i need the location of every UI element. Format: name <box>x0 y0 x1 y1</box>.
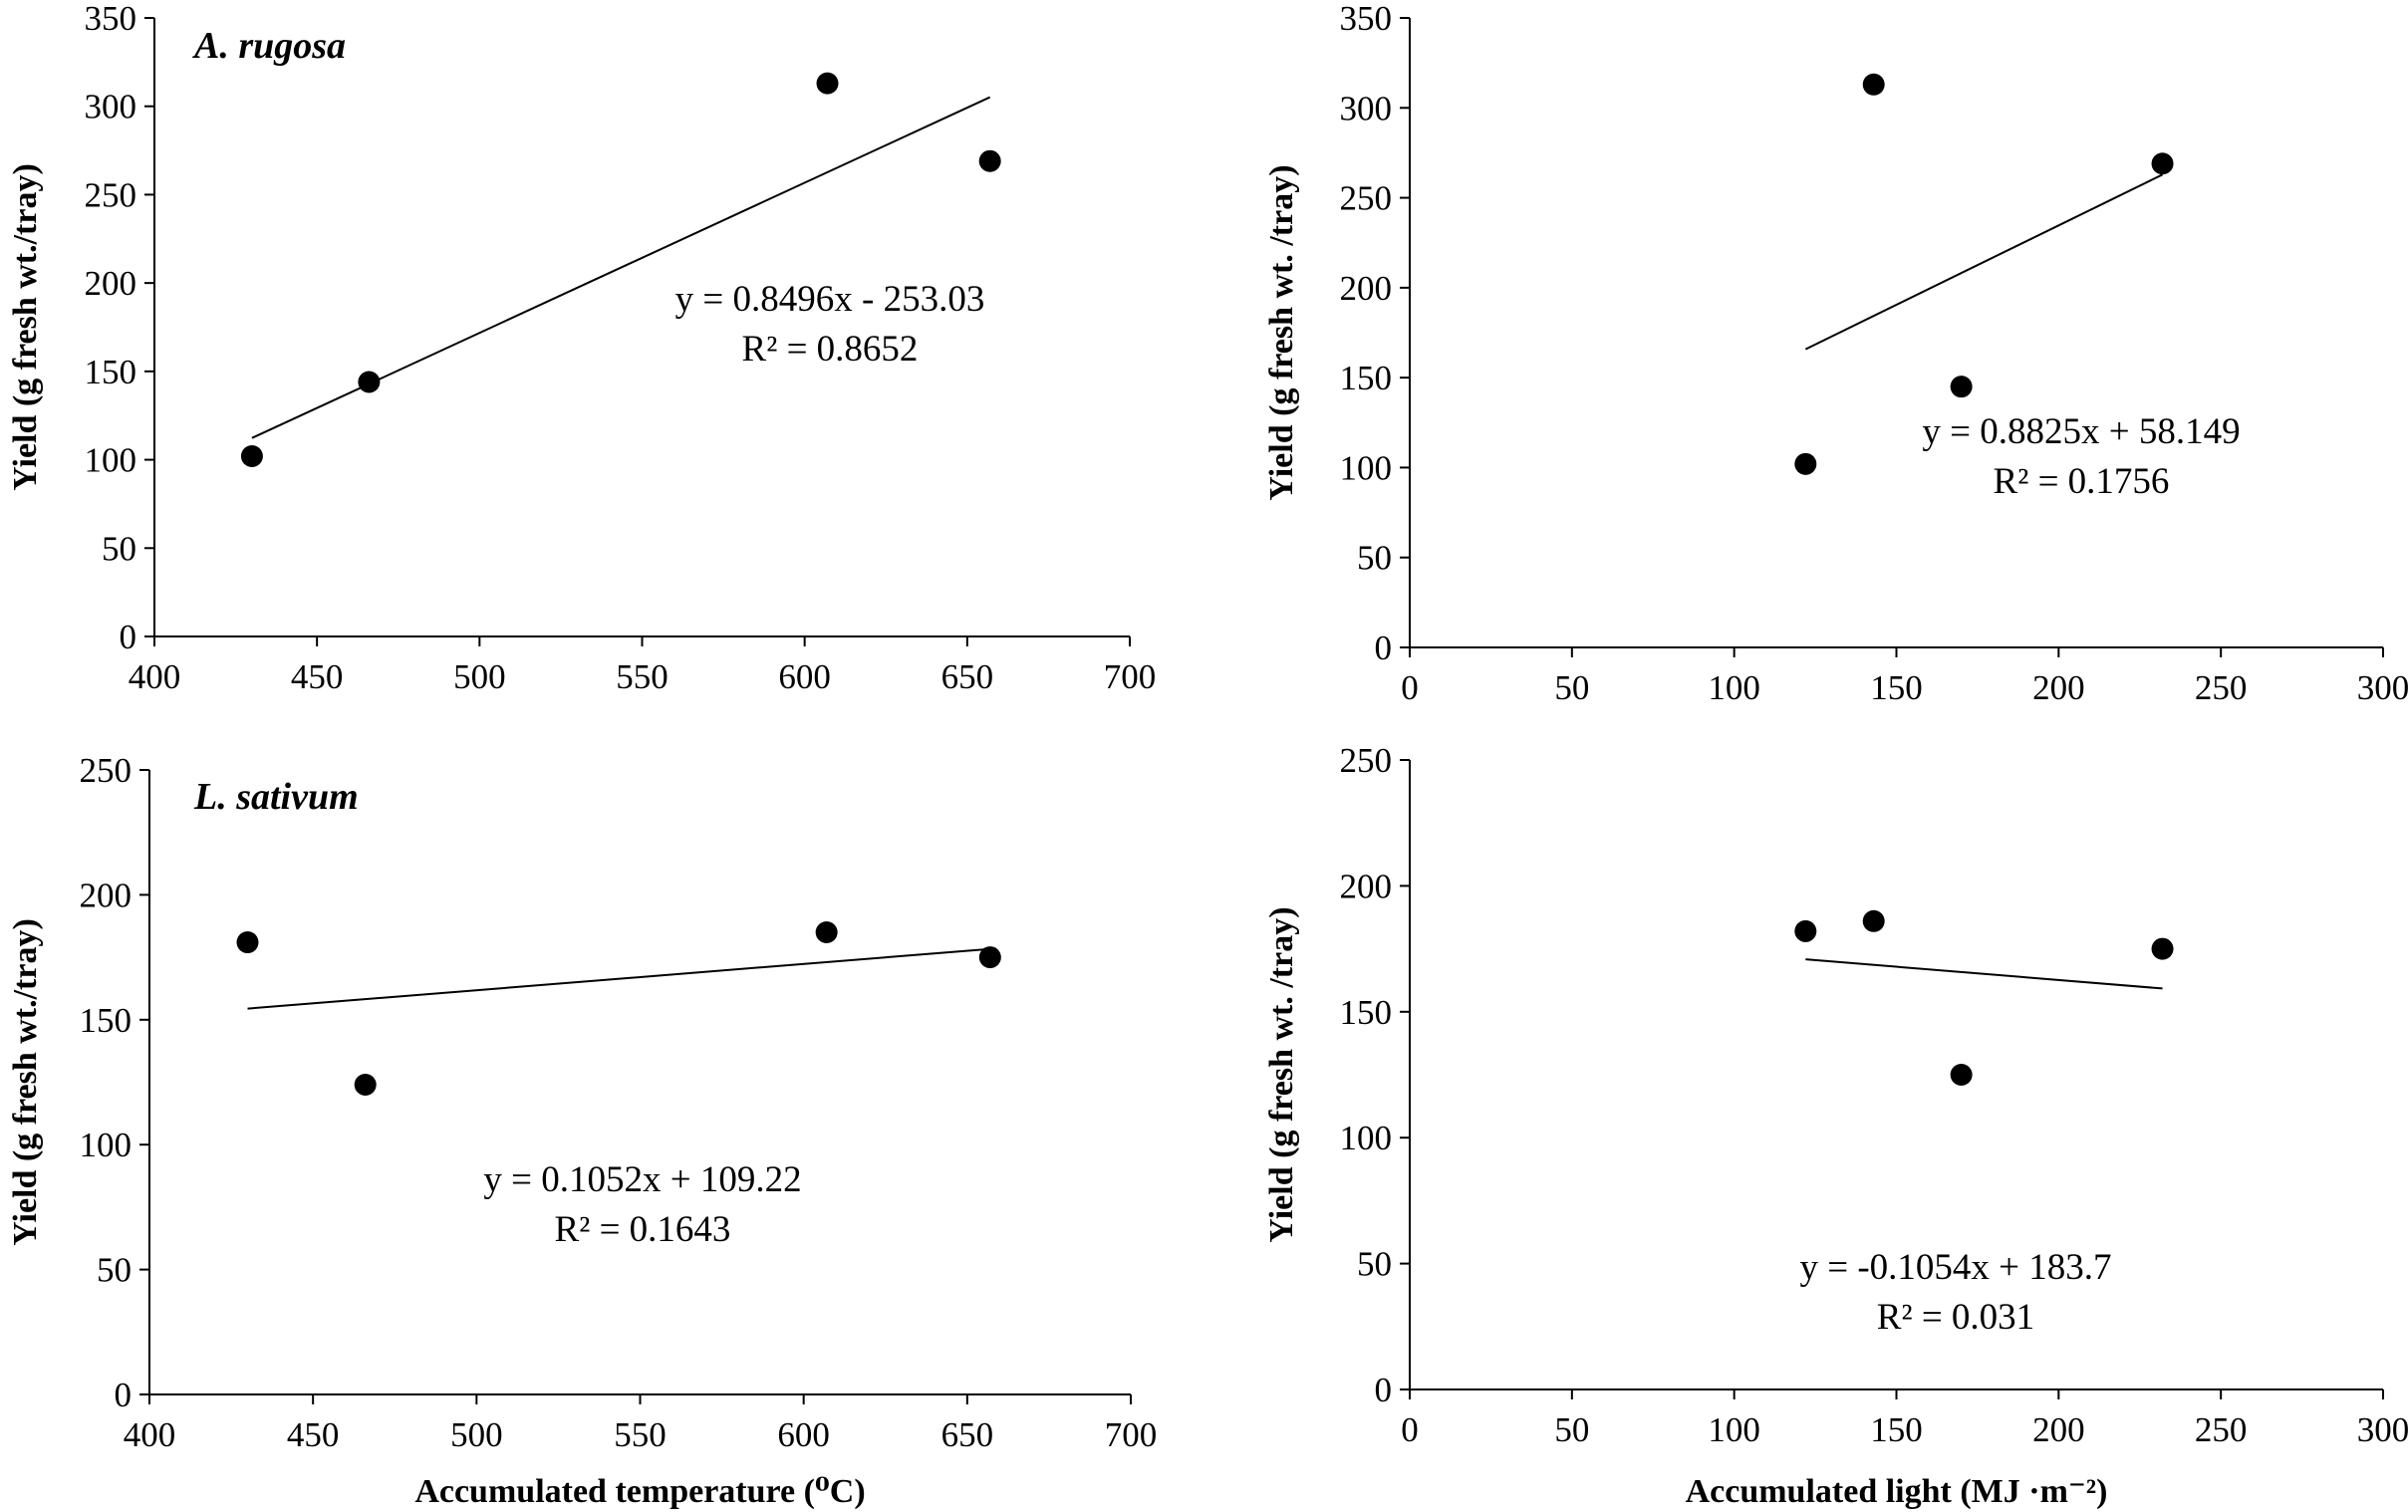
y-tick-label: 250 <box>80 751 133 790</box>
x-tick-label: 300 <box>2357 668 2408 707</box>
y-tick-label: 200 <box>85 264 137 303</box>
y-tick-label: 0 <box>115 1376 133 1414</box>
y-tick-label: 300 <box>85 88 137 126</box>
x-tick-label: 50 <box>1554 668 1589 707</box>
x-axis-title: Accumulated light (MJ ·m⁻²) <box>1686 1473 2108 1510</box>
y-tick-label: 100 <box>1340 448 1393 487</box>
data-point <box>358 371 381 393</box>
data-point <box>240 445 263 468</box>
y-tick-label: 150 <box>80 1001 133 1040</box>
y-tick-label: 250 <box>1340 179 1393 218</box>
x-tick-label: 500 <box>453 657 506 696</box>
species-label: A. rugosa <box>192 25 346 67</box>
y-tick-label: 300 <box>1340 89 1393 127</box>
y-axis-title: Yield (g fresh wt./tray) <box>7 918 44 1246</box>
y-tick-label: 0 <box>1375 1371 1393 1409</box>
data-point <box>2151 152 2174 175</box>
data-point <box>816 72 839 95</box>
x-tick-label: 100 <box>1708 668 1760 707</box>
x-tick-label: 300 <box>2357 1410 2408 1449</box>
chart-panel-2: 0 50 100 150 200 250 300 350 0 50 100 150 200 250 300 Y… <box>1263 0 2408 707</box>
y-tick-label: 200 <box>1340 269 1393 308</box>
x-tick-label: 450 <box>291 657 344 696</box>
x-tick-label: 0 <box>1401 1410 1419 1449</box>
y-tick-label: 200 <box>1340 867 1393 905</box>
regression-equation: y = 0.8496x - 253.03 <box>675 279 985 320</box>
x-tick-label: 650 <box>941 657 994 696</box>
data-point <box>2151 937 2174 960</box>
regression-equation: y = 0.1052x + 109.22 <box>483 1159 801 1200</box>
y-tick-label: 0 <box>120 618 137 656</box>
y-tick-label: 150 <box>1340 993 1393 1032</box>
regression-equation: y = 0.8825x + 58.149 <box>1922 411 2240 452</box>
y-axis-title: Yield (g fresh wt. /tray) <box>1263 906 1300 1242</box>
data-point <box>1794 919 1817 942</box>
x-tick-label: 600 <box>777 1415 830 1454</box>
data-point <box>354 1074 377 1097</box>
trendline <box>1805 958 2163 990</box>
data-point <box>1950 376 1973 398</box>
data-point <box>236 931 259 954</box>
data-point <box>1862 909 1885 932</box>
x-tick-label: 400 <box>124 1415 176 1454</box>
y-tick-label: 150 <box>1340 359 1393 397</box>
x-tick-label: 150 <box>1870 1410 1923 1449</box>
data-point <box>815 921 838 944</box>
x-tick-label: 700 <box>1104 657 1157 696</box>
y-tick-label: 350 <box>1340 0 1393 38</box>
chart-panel-3: 0 50 100 150 200 250 400 450 500 550 600 650 700 Yiel… <box>7 751 1157 1510</box>
r-squared-label: R² = 0.8652 <box>742 329 919 370</box>
r-squared-label: R² = 0.1756 <box>1994 461 2170 502</box>
y-tick-label: 50 <box>1357 1245 1392 1284</box>
x-tick-label: 400 <box>129 657 181 696</box>
species-label: L. sativum <box>193 776 359 818</box>
y-tick-label: 100 <box>80 1126 133 1164</box>
y-tick-label: 250 <box>85 175 137 214</box>
regression-equation: y = -0.1054x + 183.7 <box>1799 1247 2111 1288</box>
trendline <box>1804 173 2163 351</box>
data-point <box>1862 73 1885 96</box>
y-tick-label: 50 <box>97 1251 132 1290</box>
y-tick-label: 200 <box>80 876 133 914</box>
r-squared-label: R² = 0.031 <box>1877 1297 2034 1338</box>
y-tick-label: 350 <box>85 0 137 38</box>
x-tick-label: 150 <box>1870 668 1923 707</box>
x-tick-label: 100 <box>1708 1410 1760 1449</box>
data-point <box>978 946 1001 969</box>
x-tick-label: 700 <box>1105 1415 1158 1454</box>
x-tick-label: 50 <box>1554 1410 1589 1449</box>
x-tick-label: 550 <box>614 1415 667 1454</box>
data-point <box>978 149 1001 172</box>
y-tick-label: 100 <box>1340 1119 1393 1157</box>
y-tick-label: 250 <box>1340 741 1393 780</box>
x-tick-label: 250 <box>2195 1410 2248 1449</box>
x-tick-label: 200 <box>2032 668 2085 707</box>
y-axis-title: Yield (g fresh wt. /tray) <box>1263 164 1300 500</box>
x-tick-label: 0 <box>1401 668 1419 707</box>
y-tick-label: 100 <box>85 441 137 480</box>
data-point <box>1950 1064 1973 1086</box>
x-tick-label: 200 <box>2032 1410 2085 1449</box>
data-point <box>1794 452 1817 475</box>
y-tick-label: 150 <box>85 353 137 391</box>
x-tick-label: 550 <box>616 657 669 696</box>
r-squared-label: R² = 0.1643 <box>555 1209 731 1250</box>
x-axis-title: Accumulated temperature (⁰C) <box>414 1473 865 1510</box>
y-tick-label: 50 <box>102 529 136 568</box>
trendline <box>247 947 990 1010</box>
chart-panel-4: 0 50 100 150 200 250 0 50 100 150 200 250 300 Yield (… <box>1263 741 2408 1510</box>
x-tick-label: 600 <box>778 657 831 696</box>
y-tick-label: 50 <box>1357 539 1392 578</box>
x-tick-label: 450 <box>287 1415 340 1454</box>
y-tick-label: 0 <box>1375 629 1393 667</box>
chart-panel-1: 0 50 100 150 200 250 300 350 400 450 500 550 600 650 7… <box>7 0 1156 696</box>
y-axis-title: Yield (g fresh wt./tray) <box>7 163 44 491</box>
x-tick-label: 650 <box>941 1415 994 1454</box>
x-tick-label: 500 <box>450 1415 503 1454</box>
x-tick-label: 250 <box>2195 668 2248 707</box>
